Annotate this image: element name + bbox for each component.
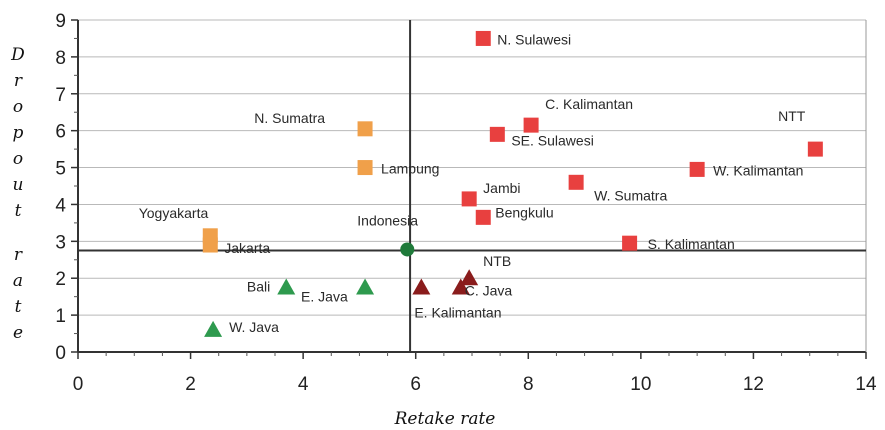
marker-e-kalimantan (412, 278, 431, 295)
label-e-kalimantan: E. Kalimantan (414, 304, 501, 320)
marker-ntt (807, 141, 823, 157)
marker-bali (277, 278, 296, 295)
x-tick-label-12: 12 (743, 374, 764, 395)
y-tick-label-0: 0 (55, 343, 66, 364)
reference-lines (78, 20, 866, 352)
marker-c-kalimantan (523, 117, 539, 133)
marker-se-sulawesi (489, 126, 505, 142)
label-c-kalimantan: C. Kalimantan (545, 96, 633, 112)
data-markers (202, 30, 823, 337)
label-n-sumatra: N. Sumatra (254, 110, 325, 126)
label-s-kalimantan: S. Kalimantan (648, 236, 735, 252)
marker-w-sumatra (568, 174, 584, 190)
x-tick-label-8: 8 (523, 374, 534, 395)
marker-lampung (357, 160, 373, 176)
marker-n-sulawesi (475, 30, 491, 46)
y-axis-title-letter: D (10, 45, 25, 65)
marker-e-java (356, 278, 375, 295)
point-labels: N. Sulawesi C. Kalimantan SE. Sulawesi NTT W… (139, 31, 806, 334)
label-w-sumatra: W. Sumatra (594, 187, 667, 203)
y-axis-title-letter: o (13, 149, 23, 169)
y-axis-title-letter: t (15, 297, 22, 317)
marker-indonesia (400, 242, 415, 257)
label-e-java: E. Java (301, 288, 348, 304)
y-axis-title-letter: e (13, 323, 23, 343)
marker-jakarta (202, 237, 218, 253)
y-tick-label-6: 6 (55, 122, 66, 143)
y-axis-title-letter: u (13, 175, 24, 195)
label-jambi: Jambi (483, 180, 520, 196)
x-tick-label-6: 6 (410, 374, 421, 395)
y-tick-label-8: 8 (55, 48, 66, 69)
y-axis-title-letter: p (13, 123, 24, 143)
marker-bengkulu (475, 209, 491, 225)
y-tick-label-7: 7 (55, 85, 66, 106)
marker-n-sumatra (357, 121, 373, 137)
y-tick-label-9: 9 (55, 11, 66, 32)
x-tick-label-0: 0 (73, 374, 84, 395)
y-axis-title-letter: t (15, 201, 22, 221)
label-indonesia: Indonesia (357, 212, 418, 228)
label-ntt: NTT (778, 108, 806, 124)
y-tick-label-1: 1 (55, 306, 66, 327)
marker-s-kalimantan (622, 235, 638, 251)
y-tick-label-4: 4 (55, 195, 66, 216)
label-n-sulawesi: N. Sulawesi (497, 31, 571, 47)
marker-w-kalimantan (689, 161, 705, 177)
label-yogyakarta: Yogyakarta (139, 205, 209, 221)
x-axis-title: Retake rate (394, 409, 496, 429)
y-axis-title-letter: r (14, 71, 23, 91)
y-axis-title-letter: r (14, 245, 23, 265)
marker-ntb (460, 269, 479, 286)
axes (71, 19, 867, 359)
y-tick-label-3: 3 (55, 232, 66, 253)
label-bengkulu: Bengkulu (495, 204, 553, 220)
x-tick-label-4: 4 (298, 374, 309, 395)
label-lampung: Lampung (381, 161, 439, 177)
marker-w-java (204, 320, 223, 337)
marker-c-java (451, 278, 470, 295)
x-tick-label-14: 14 (855, 374, 877, 395)
marker-jambi (461, 191, 477, 207)
label-w-kalimantan: W. Kalimantan (713, 162, 803, 178)
grid-lines (78, 19, 866, 353)
y-tick-label-5: 5 (55, 159, 66, 180)
label-jakarta: Jakarta (224, 240, 270, 256)
y-axis-title-letter: o (13, 97, 23, 117)
label-c-java: C. Java (465, 282, 513, 298)
y-axis-title-letter: a (13, 271, 23, 291)
label-se-sulawesi: SE. Sulawesi (511, 132, 593, 148)
label-ntb: NTB (483, 253, 511, 269)
label-bali: Bali (247, 278, 270, 294)
label-w-java: W. Java (229, 319, 279, 335)
y-tick-label-2: 2 (55, 269, 66, 290)
x-tick-label-2: 2 (185, 374, 196, 395)
x-tick-label-10: 10 (630, 374, 651, 395)
